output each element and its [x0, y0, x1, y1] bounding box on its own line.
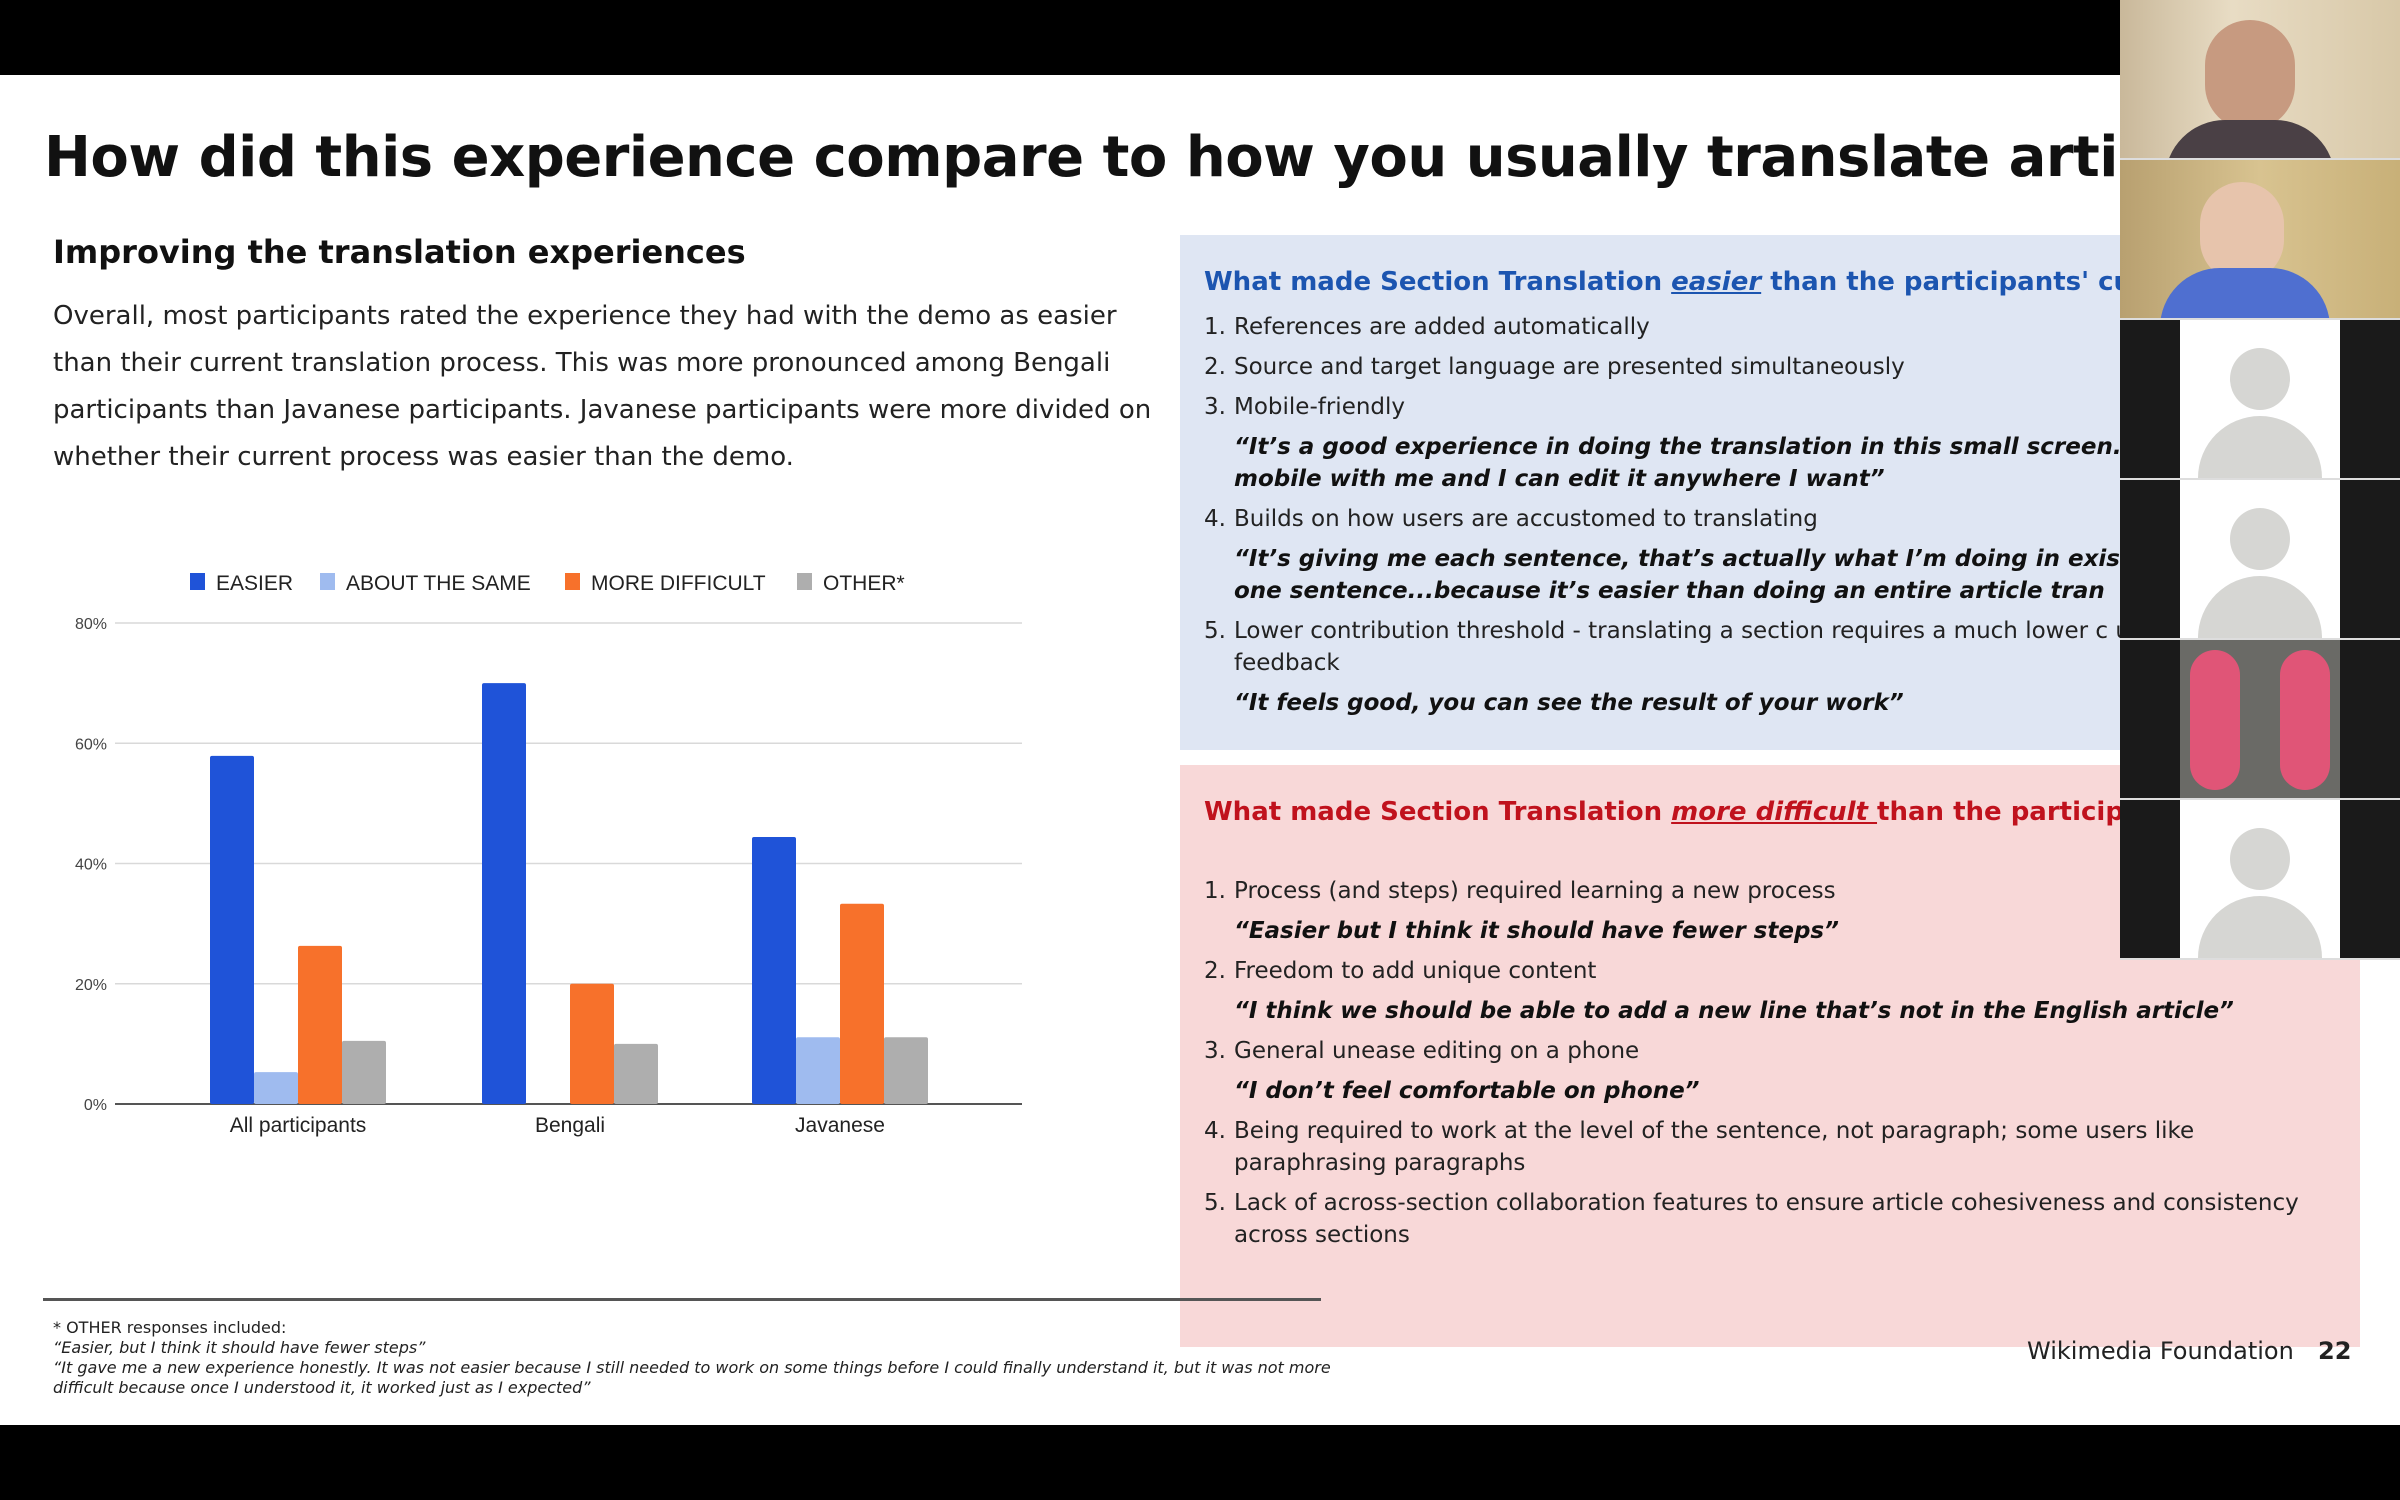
easier-list: 1. References are added automatically 2. So… [1204, 311, 2334, 727]
bar-about-the-same-0 [254, 1072, 298, 1104]
y-tick-label: 80% [75, 616, 107, 633]
x-tick-label: All participants [230, 1114, 367, 1137]
avatar-icon [2230, 348, 2290, 410]
bar-more-difficult-2 [840, 903, 884, 1104]
item-text: Process (and steps) required learning a … [1234, 878, 1836, 904]
item-number: 1. [1204, 314, 1226, 340]
bar-other--1 [614, 1043, 658, 1104]
easier-heading: What made Section Translation easier tha… [1204, 267, 2176, 297]
footnote-divider [43, 1298, 1321, 1301]
participant-quote: “It’s a good experience in doing the tra… [1234, 434, 2248, 492]
list-item: 1. References are added automatically [1204, 311, 2334, 343]
bar-easier-0 [210, 755, 254, 1104]
list-item: 3. General unease editing on a phone [1204, 1035, 2334, 1067]
item-text: References are added automatically [1234, 314, 1650, 340]
item-number: 4. [1204, 506, 1226, 532]
item-number: 3. [1204, 394, 1226, 420]
legend-label: OTHER* [823, 572, 905, 595]
bar-other--0 [342, 1040, 386, 1104]
participant-quote: “I don’t feel comfortable on phone” [1234, 1078, 1700, 1104]
participant-avatar-3[interactable] [2120, 800, 2400, 960]
shoe-shape [2190, 650, 2240, 790]
footnote-label: * OTHER responses included: [53, 1318, 287, 1337]
participant-avatar-1[interactable] [2120, 320, 2400, 480]
list-item: 2. Freedom to add unique content [1204, 955, 2334, 987]
item-text: Builds on how users are accustomed to tr… [1234, 506, 1818, 532]
legend-swatch [190, 573, 205, 590]
list-item: 2. Source and target language are present… [1204, 351, 2334, 383]
bar-easier-1 [482, 683, 526, 1104]
section-subheading: Improving the translation experiences [53, 233, 746, 271]
page-number: 22 [2318, 1337, 2352, 1365]
shirt-shape [2160, 268, 2330, 318]
item-number: 1. [1204, 878, 1226, 904]
avatar-icon [2230, 508, 2290, 570]
intro-paragraph: Overall, most participants rated the exp… [53, 301, 1152, 472]
item-number: 3. [1204, 1038, 1226, 1064]
item-text: Being required to work at the level of t… [1234, 1118, 2195, 1176]
participant-quote: “Easier but I think it should have fewer… [1234, 918, 1839, 944]
list-item: 3. Mobile-friendly [1204, 391, 2334, 423]
legend-swatch [797, 573, 812, 590]
item-number: 5. [1204, 618, 1226, 644]
item-text: Mobile-friendly [1234, 394, 1406, 420]
slide: How did this experience compare to how y… [0, 75, 2400, 1425]
item-number: 2. [1204, 354, 1226, 380]
y-tick-label: 0% [84, 1097, 107, 1114]
footnote-quote-1: “Easier, but I think it should have fewe… [53, 1338, 426, 1357]
item-text: General unease editing on a phone [1234, 1038, 1640, 1064]
bar-chart: 0% 20% 40% 60% 80% All participants Bengali Jav… [75, 572, 1022, 1137]
slide-title: How did this experience compare to how y… [44, 125, 2240, 190]
bar-more-difficult-0 [298, 945, 342, 1104]
y-tick-label: 40% [75, 857, 107, 874]
person-icon [2205, 20, 2295, 130]
footnote: * OTHER responses included: “Easier, but… [53, 1318, 1333, 1398]
difficult-list: 1. Process (and steps) required learning … [1204, 875, 2334, 1259]
x-tick-label: Bengali [535, 1114, 605, 1137]
list-item: 4. Builds on how users are accustomed to … [1204, 503, 2334, 535]
participant-quote: “It feels good, you can see the result o… [1234, 690, 1904, 716]
participant-video-3[interactable] [2120, 640, 2400, 800]
x-tick-label: Javanese [795, 1114, 885, 1137]
participant-quote: “I think we should be able to add a new … [1234, 998, 2234, 1024]
item-text: Freedom to add unique content [1234, 958, 1597, 984]
item-text: Lack of across-section collaboration fea… [1234, 1190, 2299, 1248]
item-number: 5. [1204, 1190, 1226, 1216]
list-item: 4. Being required to work at the level of… [1204, 1115, 2334, 1179]
footnote-quote-2: “It gave me a new experience honestly. I… [53, 1358, 1331, 1397]
bar-easier-2 [752, 837, 796, 1104]
participant-avatar-2[interactable] [2120, 480, 2400, 640]
legend-label: EASIER [216, 572, 293, 595]
legend-swatch [565, 573, 580, 590]
bar-about-the-same-2 [796, 1037, 840, 1104]
legend-swatch [320, 573, 335, 590]
bar-more-difficult-1 [570, 983, 614, 1104]
item-number: 4. [1204, 1118, 1226, 1144]
brand-name: Wikimedia Foundation [2027, 1337, 2294, 1365]
y-tick-label: 60% [75, 736, 107, 753]
participant-video-2[interactable] [2120, 160, 2400, 320]
shoe-shape [2280, 650, 2330, 790]
item-text: Source and target language are presented… [1234, 354, 1905, 380]
video-call-panel [2120, 0, 2400, 960]
list-item: 5. Lack of across-section collaboration f… [1204, 1187, 2334, 1251]
shirt-shape [2165, 120, 2335, 158]
participant-video-1[interactable] [2120, 0, 2400, 160]
avatar-icon [2230, 828, 2290, 890]
y-tick-label: 20% [75, 977, 107, 994]
item-number: 2. [1204, 958, 1226, 984]
legend-label: ABOUT THE SAME [346, 572, 531, 595]
legend-label: MORE DIFFICULT [591, 572, 766, 595]
bar-other--2 [884, 1037, 928, 1104]
list-item: 1. Process (and steps) required learning … [1204, 875, 2334, 907]
person-icon [2200, 182, 2284, 282]
